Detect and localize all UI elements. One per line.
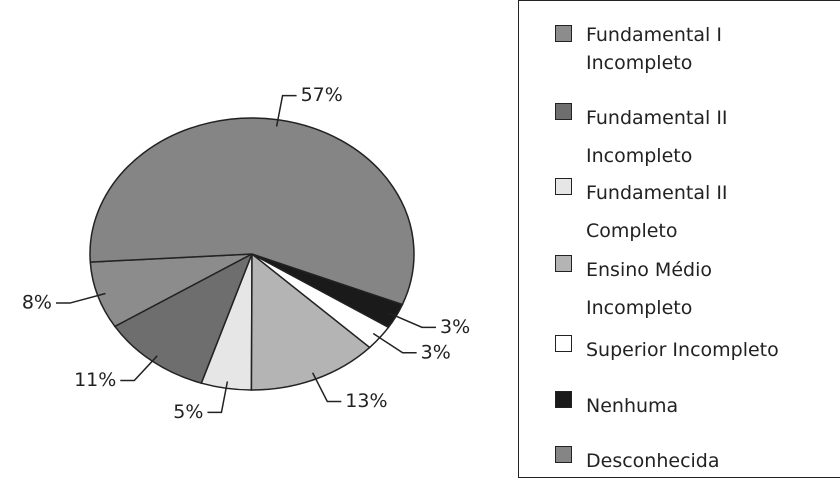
legend-label: Nenhuma [586, 395, 679, 417]
legend-label: Superior Incompleto [586, 339, 779, 361]
legend: Fundamental I Incompleto Fundamental II I… [518, 0, 840, 478]
legend-label: Fundamental II Incompleto [586, 107, 728, 167]
legend-swatch [555, 178, 572, 195]
leader-line [275, 94, 297, 127]
value-label: 11% [74, 369, 116, 391]
leader-line [372, 332, 417, 354]
value-label: 57% [301, 84, 343, 106]
legend-label: Ensino Médio Incompleto [586, 259, 712, 319]
legend-label: Fundamental II Completo [586, 182, 728, 242]
leader-line [120, 355, 158, 382]
value-label: 13% [345, 390, 387, 412]
leader-line [207, 381, 229, 414]
legend-swatch [555, 335, 572, 352]
legend-swatch [555, 103, 572, 120]
value-label: 3% [440, 316, 470, 338]
leader-line [388, 312, 437, 329]
legend-swatch [555, 446, 572, 463]
pie-chart: 8% 11% 5% 13% 3% 3% 57% [22, 84, 470, 423]
legend-item: Nenhuma [555, 387, 785, 425]
value-label: 3% [421, 341, 451, 363]
legend-label: Desconhecida [586, 450, 720, 472]
value-label: 8% [22, 292, 52, 314]
legend-label: Fundamental I Incompleto [586, 24, 722, 74]
legend-item: Fundamental II Incompleto [555, 99, 785, 175]
legend-item: Ensino Médio Incompleto [555, 251, 785, 327]
legend-swatch [555, 255, 572, 272]
value-label: 5% [173, 401, 203, 423]
legend-item: Superior Incompleto [555, 331, 785, 369]
leader-line [311, 372, 342, 403]
leader-line [55, 292, 106, 304]
legend-item: Fundamental II Completo [555, 174, 785, 250]
legend-item: Fundamental I Incompleto [555, 21, 785, 77]
legend-item: Desconhecida [555, 442, 785, 480]
legend-swatch [555, 391, 572, 408]
legend-swatch [555, 25, 572, 42]
